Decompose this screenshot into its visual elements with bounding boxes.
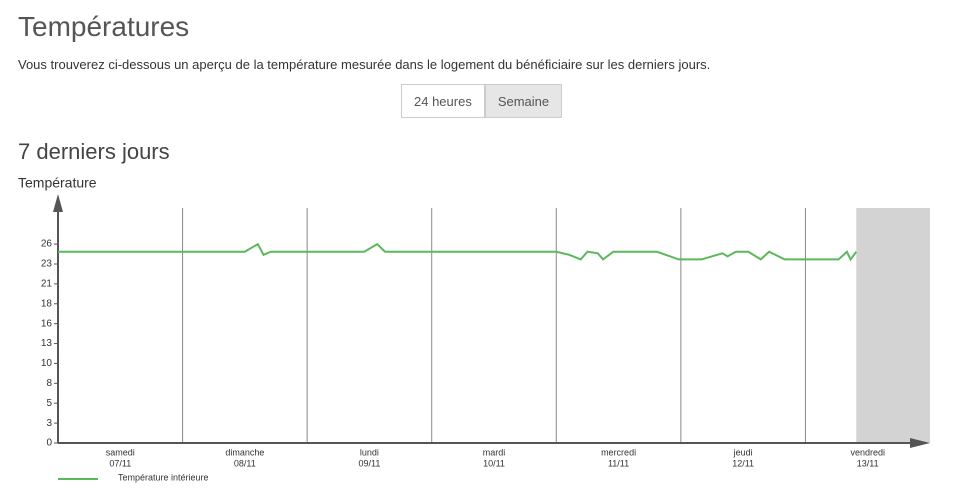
x-tick-date: 12/11 xyxy=(732,458,754,468)
y-tick-label: 23 xyxy=(41,259,53,270)
intro: Vous trouverez ci-dessous un aperçu de l… xyxy=(18,57,711,72)
y-tick-label: 3 xyxy=(46,418,52,429)
x-tick-label: dimanche xyxy=(225,447,264,457)
y-tick-label: 8 xyxy=(46,378,52,389)
y-tick-label: 5 xyxy=(46,398,52,409)
x-tick-label: samedi xyxy=(106,447,135,457)
section-title: 7 derniers jours xyxy=(18,139,170,164)
x-tick-label: mercredi xyxy=(601,447,636,457)
future-region xyxy=(856,208,930,443)
y-tick-label: 16 xyxy=(41,318,53,329)
y-axis-label: Température xyxy=(18,175,97,191)
x-tick-label: vendredi xyxy=(850,447,885,457)
y-tick-label: 13 xyxy=(41,338,53,349)
x-tick-date: 09/11 xyxy=(358,458,380,468)
y-tick-label: 21 xyxy=(41,279,53,290)
legend-label: Température intérieure xyxy=(118,472,209,482)
x-axis-arrow xyxy=(910,438,930,448)
y-tick-label: 10 xyxy=(41,358,53,369)
x-tick-date: 07/11 xyxy=(109,458,131,468)
x-tick-label: jeudi xyxy=(733,447,753,457)
x-tick-date: 08/11 xyxy=(234,458,256,468)
y-tick-label: 0 xyxy=(46,438,52,449)
y-axis-arrow xyxy=(53,194,63,212)
x-tick-label: mardi xyxy=(483,447,506,457)
x-tick-date: 11/11 xyxy=(608,458,629,468)
y-tick-label: 18 xyxy=(41,298,53,309)
x-tick-date: 13/11 xyxy=(857,458,879,468)
line xyxy=(58,242,858,262)
x-tick-label: lundi xyxy=(360,447,379,457)
x-tick-date: 10/11 xyxy=(483,458,505,468)
range-buttons: 24 heures Semaine xyxy=(401,84,563,118)
range-button[interactable]: Semaine xyxy=(484,84,563,118)
y-tick-label: 26 xyxy=(41,239,53,250)
range-button[interactable]: 24 heures xyxy=(401,84,485,118)
page-title: Températures xyxy=(18,11,190,42)
